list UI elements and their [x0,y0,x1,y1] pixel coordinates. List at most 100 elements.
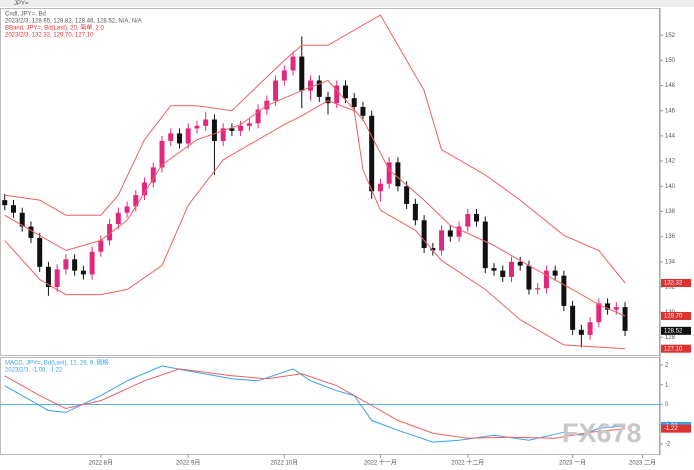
y-tick-label: 146 [665,108,676,114]
y-tick-label: 138 [665,209,676,215]
candle-body [474,213,480,222]
candle-body [412,203,418,221]
candle-body [369,115,375,192]
last-value-box [661,311,691,320]
candle-body [89,251,95,275]
y-tick-label: -2 [665,442,671,448]
candle-body [535,288,541,290]
candle-body [54,269,60,288]
candle-body [377,183,383,192]
candle-body [430,247,436,251]
last-value-box [661,278,691,287]
y-tick-label: 0 [665,402,669,408]
candle-body [185,128,191,144]
candle-body [142,182,148,196]
last-value-label: 132.32 [664,281,683,287]
candle-body [334,85,340,104]
y-tick-label: 144 [665,133,676,139]
candle-body [28,226,34,238]
y-tick-label: 132 [665,285,676,291]
candle-body [342,85,348,99]
x-tick-label: 2022 9月 [176,460,200,467]
candle-body [404,186,410,204]
y-tick-label: 134 [665,259,676,265]
last-value-label: -1.22 [664,426,678,432]
candle-body [264,100,270,110]
line [4,368,626,439]
candle-body [98,240,104,252]
candle-body [351,98,357,107]
candle-body [133,195,139,207]
last-value-box [661,326,691,335]
x-tick-label: 2022 10月 [270,460,298,467]
line [4,365,626,443]
candle-body [587,322,593,335]
candle-body [500,270,506,277]
candle-body [439,230,445,251]
last-value-label: 129.70 [664,314,683,320]
candle-body [63,259,69,270]
candle-body [107,224,113,241]
candle-body [578,329,584,335]
candle-body [622,307,628,331]
candle-body [465,213,471,227]
candle-body [220,128,226,141]
candle-body [80,270,86,275]
candle-body [238,125,244,131]
candle-body [273,80,279,101]
y-tick-label: 142 [665,159,676,165]
candle-body [194,125,200,129]
candle-body [360,106,366,116]
candle-body [115,212,121,225]
overlay-title: BBand, JPY=, Bd(Last), 20, 简单, 2.0 [5,24,105,32]
candle-body [45,266,51,288]
main-title: Cndl, JPY=, Bd [5,12,46,18]
candle-body [491,268,497,271]
candle-body [168,133,174,141]
candle-body [613,307,619,310]
last-value-label: 128.52 [664,328,683,334]
candle-body [2,200,8,206]
watermark: FX678 [562,418,642,448]
candle-body [124,206,130,213]
line [4,14,626,284]
candle-body [229,128,235,131]
toolbar-label: JPY= [14,1,29,7]
last-value-box [661,424,691,433]
last-value-label: 127.10 [664,346,683,352]
macd-subtitle: 2023/2/3, -1.08, -1.22 [5,368,63,374]
candle-body [203,119,209,126]
candle-body [211,119,217,141]
x-tick-label: 2023 一月 [559,460,586,467]
candle-body [299,56,305,91]
candle-body [72,259,78,271]
candle-body [561,275,567,306]
candle-body [570,305,576,330]
x-tick-label: 2022 十一月 [364,459,397,467]
y-tick-label: 152 [665,33,676,39]
candle-body [325,96,331,104]
x-tick-label: 2023 二月 [629,460,656,467]
candle-body [508,261,514,277]
candle-body [552,270,558,276]
y-tick-label: 1 [665,382,669,388]
y-tick-label: 2 [665,363,669,369]
overlay-subtitle: 2023/2/3, 132.32, 129.70, 127.10 [5,33,94,39]
x-tick-label: 2022 十二月 [451,459,484,467]
candle-body [159,140,165,168]
candle-body [517,261,523,266]
y-tick-label: 136 [665,234,676,240]
candle-body [150,167,156,183]
y-tick-label: 148 [665,83,676,89]
line [4,100,626,350]
candle-body [456,226,462,237]
candle-body [421,220,427,248]
x-tick-label: 2022 8月 [89,460,113,467]
candle-body [255,109,261,124]
toolbar [0,0,694,7]
macd-title: MACD, JPY=, Bd(Last), 12, 26, 9, 価格 [5,359,109,367]
candle-body [176,133,182,144]
candle-body [526,265,532,290]
candle-body [316,80,322,97]
